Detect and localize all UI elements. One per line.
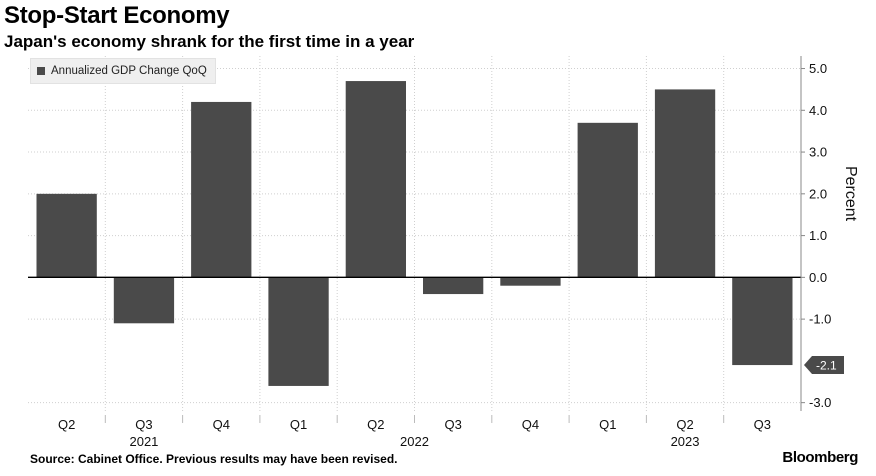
bar-q4-2 xyxy=(191,101,252,278)
y-tick-label: 4.0 xyxy=(809,103,827,118)
chart-title: Stop-Start Economy xyxy=(4,2,230,29)
x-tick-label: Q1 xyxy=(599,417,616,432)
y-tick-label: -1.0 xyxy=(809,312,831,327)
bar-q3-9 xyxy=(732,277,793,366)
x-tick-label: Q2 xyxy=(676,417,693,432)
legend-swatch xyxy=(37,67,45,75)
x-tick-label: Q2 xyxy=(367,417,384,432)
legend: Annualized GDP Change QoQ xyxy=(30,58,216,84)
x-tick-label: Q3 xyxy=(754,417,771,432)
x-year-label: 2022 xyxy=(400,434,429,449)
x-tick-label: Q4 xyxy=(522,417,539,432)
x-tick-label: Q4 xyxy=(213,417,230,432)
x-tick-label: Q2 xyxy=(58,417,75,432)
y-axis-title: Percent xyxy=(842,166,859,222)
source-note: Source: Cabinet Office. Previous results… xyxy=(30,452,398,466)
bloomberg-logo: Bloomberg xyxy=(782,449,858,466)
x-year-label: 2021 xyxy=(129,434,158,449)
y-tick-label: 5.0 xyxy=(809,61,827,76)
y-tick-label: 2.0 xyxy=(809,186,827,201)
x-tick-label: Q1 xyxy=(290,417,307,432)
x-tick-label: Q3 xyxy=(444,417,461,432)
y-tick-label: 3.0 xyxy=(809,145,827,160)
bar-q4-6 xyxy=(500,277,561,286)
last-value-label: -2.1 xyxy=(816,359,837,373)
bar-q2-8 xyxy=(654,89,716,278)
x-tick-label: Q3 xyxy=(135,417,152,432)
bar-q1-7 xyxy=(577,122,638,278)
legend-label: Annualized GDP Change QoQ xyxy=(51,65,207,77)
bar-q2-0 xyxy=(36,193,97,278)
bar-q1-3 xyxy=(268,277,329,386)
bar-q3-1 xyxy=(113,277,175,324)
chart-subtitle: Japan's economy shrank for the first tim… xyxy=(4,32,415,51)
x-year-label: 2023 xyxy=(671,434,700,449)
y-tick-label: -3.0 xyxy=(809,395,831,410)
bar-q3-5 xyxy=(423,277,484,295)
y-tick-label: 0.0 xyxy=(809,270,827,285)
last-value-callout xyxy=(804,356,844,375)
bar-q2-4 xyxy=(345,81,406,278)
y-tick-label: 1.0 xyxy=(809,228,827,243)
